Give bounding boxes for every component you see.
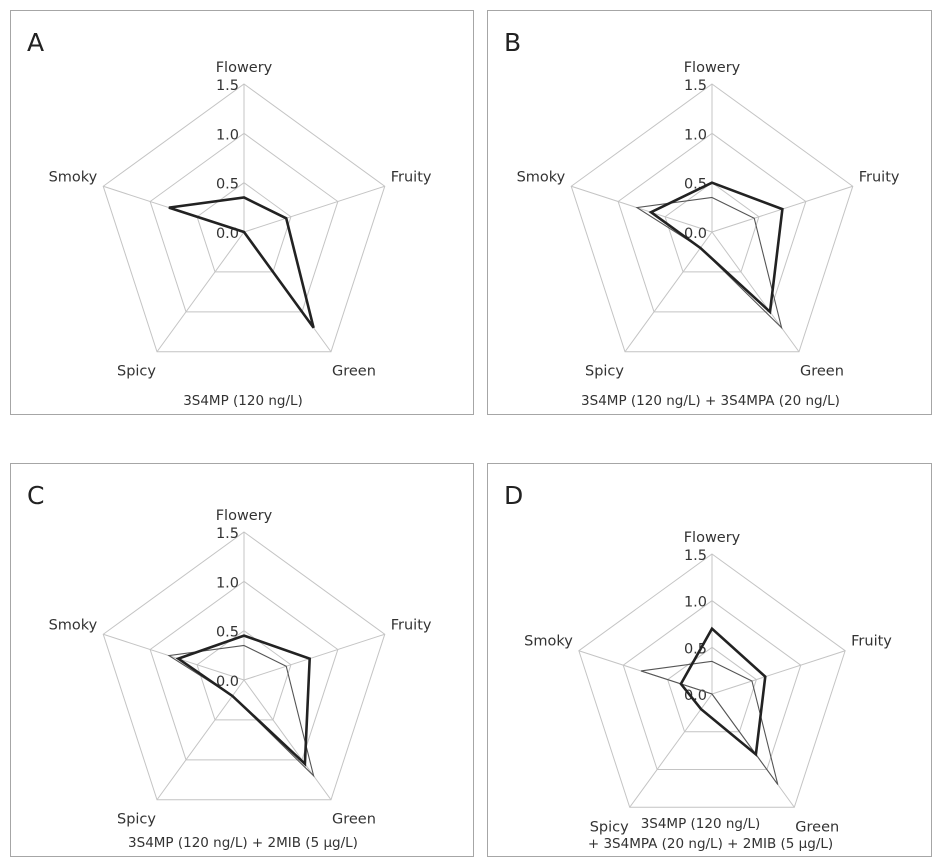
- tick-label: 0.0: [216, 674, 239, 690]
- panel-letter: B: [504, 28, 521, 57]
- tick-label: 1.5: [216, 78, 239, 94]
- grid-ring: [196, 182, 292, 273]
- radar-panel-c: C 0.0 0.5 1.0 1.5 Flowery Fruity Green Spicy Smok…: [10, 463, 474, 857]
- axis-label-green: Green: [795, 819, 839, 835]
- axis-label-flowery: Flowery: [216, 60, 273, 76]
- grid-ring: [664, 182, 760, 273]
- grid-ring: [196, 630, 292, 721]
- radar-spoke: [571, 185, 713, 233]
- panel-letter: D: [504, 481, 523, 510]
- tick-label: 1.5: [216, 526, 239, 542]
- radar-panel-b: B 0.0 0.5 1.0 1.5 Flowery Fruity Green Spicy Smok…: [487, 10, 932, 415]
- tick-label: 0.5: [216, 177, 239, 193]
- tick-label: 1.5: [684, 78, 707, 94]
- radar-spoke: [243, 185, 385, 233]
- grid-ring: [667, 646, 757, 733]
- radar-chart-b: B0.00.51.01.5FloweryFruityGreenSpicySmok…: [504, 28, 900, 409]
- tick-label: 1.0: [216, 575, 239, 591]
- axis-label-fruity: Fruity: [391, 617, 432, 633]
- chart-caption: 3S4MP (120 ng/L) + 2MIB (5 µg/L): [128, 835, 358, 851]
- tick-label: 0.5: [216, 625, 239, 641]
- tick-label: 0.0: [684, 226, 707, 242]
- panel-letter: C: [27, 481, 44, 510]
- radar-spoke: [156, 231, 245, 353]
- axis-label-fruity: Fruity: [851, 634, 892, 650]
- axis-label-green: Green: [332, 812, 376, 828]
- chart-caption: 3S4MP (120 ng/L): [641, 816, 761, 832]
- radar-spoke: [243, 633, 385, 681]
- axis-label-spicy: Spicy: [117, 364, 156, 380]
- grid-ring: [570, 83, 854, 353]
- radar-spoke: [103, 633, 245, 681]
- radar-spoke: [624, 231, 713, 353]
- axis-label-smoky: Smoky: [49, 169, 98, 185]
- grid-ring: [102, 83, 386, 353]
- axis-label-flowery: Flowery: [216, 508, 273, 524]
- grid-ring: [102, 531, 386, 801]
- radar-panel-d: D 0.0 0.5 1.0 1.5 Flowery Fruity Green Spicy Smok…: [487, 463, 932, 857]
- grid-ring: [622, 600, 802, 771]
- chart-caption: + 3S4MPA (20 ng/L) + 2MIB (5 µg/L): [588, 836, 833, 852]
- series-line-bold: [648, 181, 784, 315]
- radar-chart-c: C 0.0 0.5 1.0 1.5 Flowery Fruity Green Spicy Smok…: [27, 481, 432, 851]
- axis-label-spicy: Spicy: [117, 812, 156, 828]
- grid-ring: [578, 553, 846, 808]
- radar-chart-a: A 0.0 0.5 1.0 1.5 Flowery Fruity Green Spicy Smok…: [27, 28, 432, 409]
- grid-ring: [149, 132, 339, 313]
- axis-label-green: Green: [332, 364, 376, 380]
- axis-label-smoky: Smoky: [517, 169, 566, 185]
- panel-letter: A: [27, 28, 44, 57]
- tick-label: 1.5: [684, 548, 707, 564]
- grid-ring: [149, 580, 339, 761]
- series-line-bold: [679, 626, 767, 757]
- series-line-thin: [167, 644, 315, 778]
- series-line-bold: [168, 196, 315, 329]
- tick-label: 1.0: [216, 127, 239, 143]
- axis-label-fruity: Fruity: [391, 169, 432, 185]
- radar-spoke: [711, 650, 846, 695]
- tick-label: 0.0: [684, 688, 707, 704]
- radar-spoke: [156, 679, 245, 801]
- axis-label-flowery: Flowery: [684, 530, 741, 546]
- radar-chart-d: D0.00.51.01.5FloweryFruityGreenSpicySmok…: [504, 481, 892, 852]
- radar-panel-a: A 0.0 0.5 1.0 1.5 Flowery Fruity Green Spicy Smok…: [10, 10, 474, 415]
- series-line-thin: [640, 660, 779, 785]
- chart-caption: 3S4MP (120 ng/L): [183, 393, 303, 409]
- tick-label: 1.0: [684, 127, 707, 143]
- tick-label: 1.0: [684, 595, 707, 611]
- axis-label-smoky: Smoky: [49, 617, 98, 633]
- series-line-thin: [635, 196, 783, 330]
- axis-label-spicy: Spicy: [590, 819, 629, 835]
- axis-label-smoky: Smoky: [524, 634, 573, 650]
- chart-caption: 3S4MP (120 ng/L) + 3S4MPA (20 ng/L): [581, 393, 840, 409]
- tick-label: 0.0: [216, 226, 239, 242]
- axis-label-spicy: Spicy: [585, 364, 624, 380]
- axis-label-flowery: Flowery: [684, 60, 741, 76]
- axis-label-green: Green: [800, 364, 844, 380]
- axis-label-fruity: Fruity: [859, 169, 900, 185]
- radar-spoke: [711, 231, 800, 353]
- series-line-bold: [175, 634, 312, 767]
- grid-ring: [617, 132, 807, 313]
- radar-spoke: [629, 693, 713, 808]
- radar-spoke: [243, 679, 332, 801]
